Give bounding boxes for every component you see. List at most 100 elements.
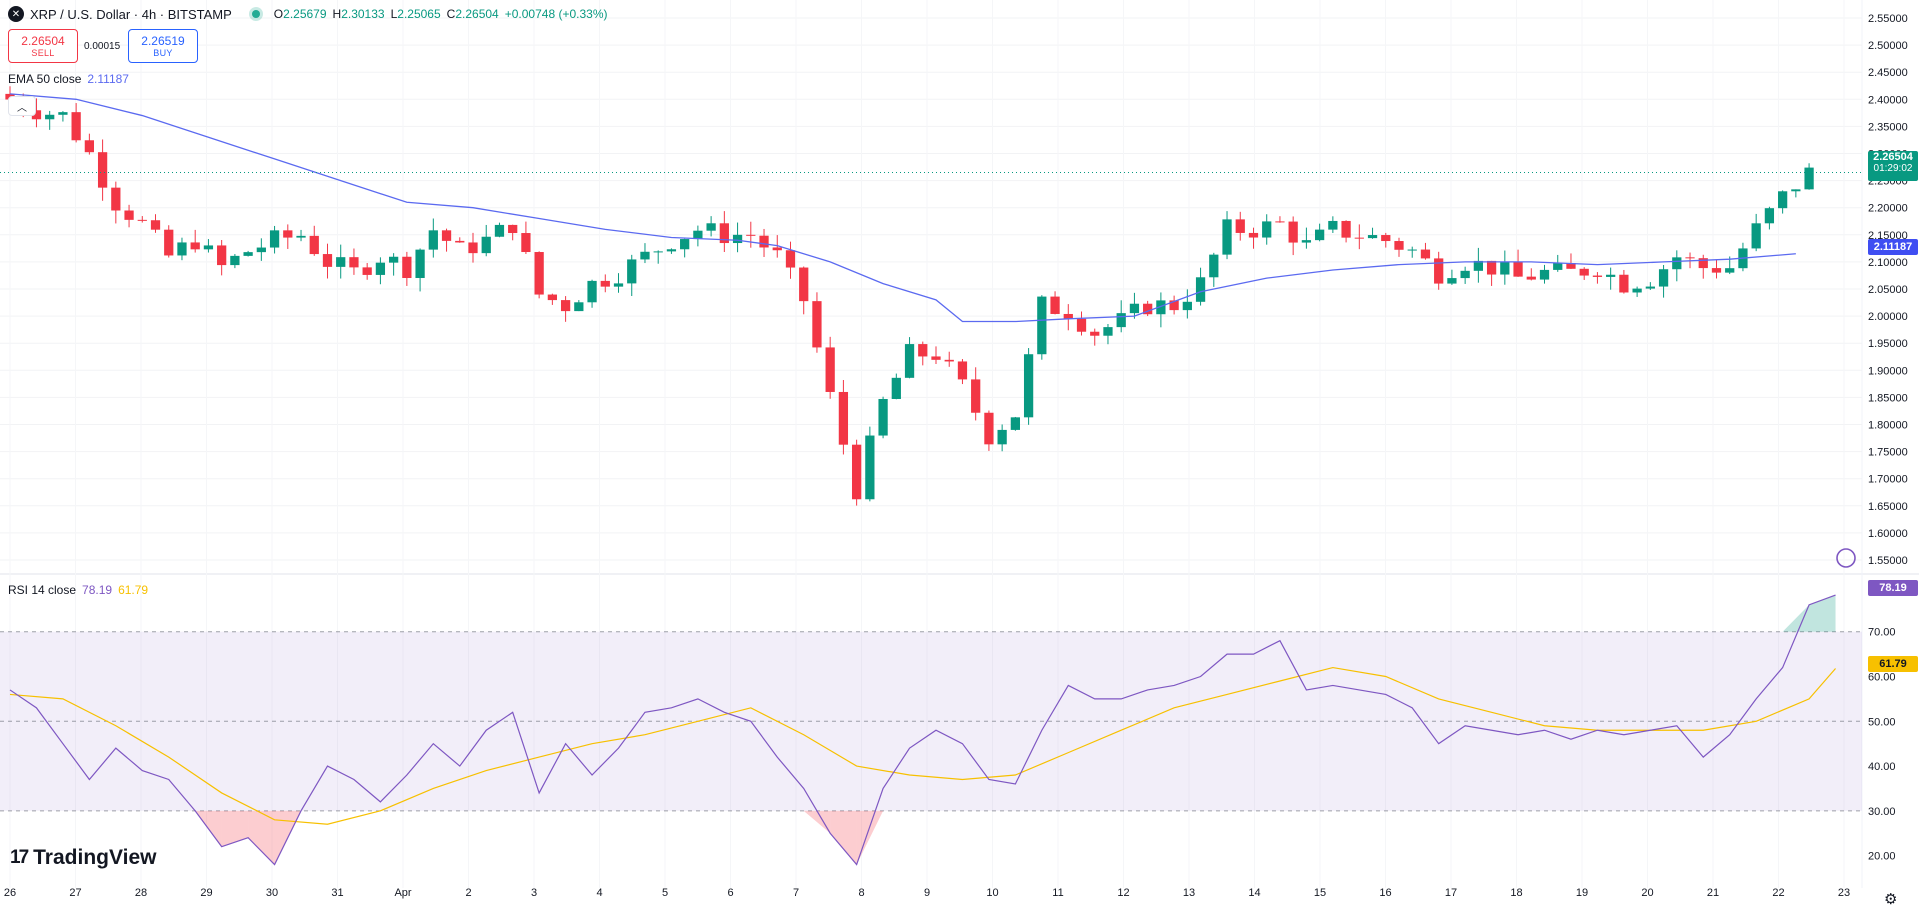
candle-body bbox=[865, 435, 875, 500]
candle-body bbox=[1447, 278, 1457, 284]
candle-body bbox=[1143, 303, 1153, 315]
candle-body bbox=[1579, 268, 1589, 276]
candle-body bbox=[203, 245, 214, 250]
chevron-up-icon[interactable]: ︿ bbox=[8, 96, 36, 116]
candle-body bbox=[296, 235, 306, 238]
price-tick-label: 1.65000 bbox=[1868, 501, 1908, 513]
price-tick-label: 1.90000 bbox=[1868, 365, 1908, 377]
candle-body bbox=[971, 379, 981, 413]
candle-body bbox=[177, 242, 187, 256]
candle-body bbox=[111, 187, 121, 211]
time-tick-label: 31 bbox=[331, 887, 343, 899]
candle-body bbox=[31, 110, 42, 120]
candle-body bbox=[1764, 208, 1775, 224]
candle-body bbox=[1672, 257, 1682, 270]
candle-body bbox=[508, 224, 518, 234]
candle-body bbox=[1407, 249, 1417, 251]
ema-legend-name: EMA 50 close bbox=[8, 72, 82, 86]
candle-body bbox=[455, 240, 465, 243]
rsi-overbought-fill bbox=[1782, 604, 1810, 632]
candle-body bbox=[1328, 220, 1338, 230]
rsi-tick-label: 50.00 bbox=[1868, 716, 1896, 728]
rsi-line bbox=[9, 594, 1836, 866]
candle-body bbox=[1473, 260, 1484, 271]
price-tick-label: 1.75000 bbox=[1868, 447, 1908, 459]
time-tick-label: 11 bbox=[1052, 887, 1063, 899]
candle-body bbox=[1513, 262, 1523, 277]
candle-body bbox=[1156, 300, 1166, 315]
candle-body bbox=[415, 249, 425, 279]
time-tick-label: 7 bbox=[793, 887, 799, 899]
candle-body bbox=[97, 152, 108, 188]
candle-body bbox=[1037, 296, 1047, 355]
price-tick-label: 2.40000 bbox=[1868, 94, 1908, 106]
candle-body bbox=[1381, 235, 1391, 242]
candle-body bbox=[547, 294, 558, 301]
candle-body bbox=[217, 245, 227, 266]
candle-body bbox=[613, 283, 624, 287]
candle-body bbox=[309, 235, 319, 255]
ema-legend[interactable]: EMA 50 close 2.11187 bbox=[8, 72, 129, 86]
candle-body bbox=[984, 412, 994, 445]
candle-body bbox=[150, 220, 161, 230]
sell-price: 2.26504 bbox=[21, 34, 65, 48]
candle-body bbox=[1592, 275, 1603, 277]
buy-label: BUY bbox=[153, 48, 173, 58]
time-tick-label: 3 bbox=[531, 887, 537, 899]
candle-body bbox=[256, 247, 266, 253]
price-tick-label: 2.50000 bbox=[1868, 40, 1908, 52]
time-tick-label: 15 bbox=[1314, 887, 1326, 899]
replay-icon bbox=[1836, 548, 1856, 568]
current-price-tag: 2.26504 01:29:02 bbox=[1868, 151, 1918, 181]
symbol-title[interactable]: XRP / U.S. Dollar · 4h · BITSTAMP bbox=[30, 6, 232, 22]
gear-icon[interactable]: ⚙ bbox=[1884, 891, 1898, 908]
candle-body bbox=[918, 344, 928, 357]
sell-button[interactable]: 2.26504 SELL bbox=[8, 29, 78, 63]
price-tick-label: 2.15000 bbox=[1868, 230, 1908, 242]
time-tick-label: Apr bbox=[394, 887, 411, 899]
time-tick-label: 26 bbox=[4, 887, 16, 899]
candle-body bbox=[1658, 269, 1669, 287]
candle-body bbox=[719, 223, 729, 244]
candle-body bbox=[812, 301, 822, 348]
rsi-oversold-fill bbox=[803, 810, 831, 834]
candle-body bbox=[269, 230, 280, 248]
market-open-dot bbox=[251, 10, 260, 18]
time-tick-label: 4 bbox=[596, 887, 602, 899]
candle-body bbox=[441, 230, 452, 241]
candle-body bbox=[944, 359, 954, 362]
candle-body bbox=[997, 429, 1007, 445]
rsi-tick-label: 30.00 bbox=[1868, 806, 1896, 818]
rsi-tick-label: 60.00 bbox=[1868, 672, 1896, 684]
rsi-ma-line bbox=[9, 666, 1836, 825]
candle-body bbox=[640, 251, 650, 260]
candle-body bbox=[1182, 301, 1192, 311]
candle-body bbox=[1354, 237, 1364, 239]
candle-body bbox=[1751, 223, 1761, 249]
candle-body bbox=[1777, 191, 1788, 209]
rsi-tick-label: 40.00 bbox=[1868, 761, 1896, 773]
candle-body bbox=[402, 256, 412, 279]
price-tick-label: 1.80000 bbox=[1868, 420, 1908, 432]
rsi-tick-label: 20.00 bbox=[1868, 851, 1896, 863]
candle-body bbox=[706, 223, 716, 231]
candle-body bbox=[1553, 263, 1563, 270]
sell-label: SELL bbox=[31, 48, 55, 58]
price-tick-label: 2.35000 bbox=[1868, 121, 1908, 133]
candle-body bbox=[1103, 327, 1113, 336]
candle-body bbox=[693, 230, 703, 240]
rsi-tick-label: 70.00 bbox=[1868, 627, 1896, 639]
buy-button[interactable]: 2.26519 BUY bbox=[128, 29, 198, 63]
rsi-legend-name: RSI 14 close bbox=[8, 583, 77, 597]
rsi-oversold-fill bbox=[248, 810, 275, 865]
rsi-legend[interactable]: RSI 14 close 78.19 61.79 bbox=[8, 583, 148, 597]
close-value: 2.26504 bbox=[455, 7, 499, 21]
tradingview-logo[interactable]: 17 TradingView bbox=[10, 846, 156, 870]
candle-body bbox=[680, 239, 690, 250]
candle-body bbox=[349, 257, 359, 268]
candle-body bbox=[1262, 221, 1272, 238]
price-tick-label: 2.55000 bbox=[1868, 13, 1908, 25]
candle-body bbox=[825, 347, 835, 392]
candle-body bbox=[190, 242, 200, 250]
